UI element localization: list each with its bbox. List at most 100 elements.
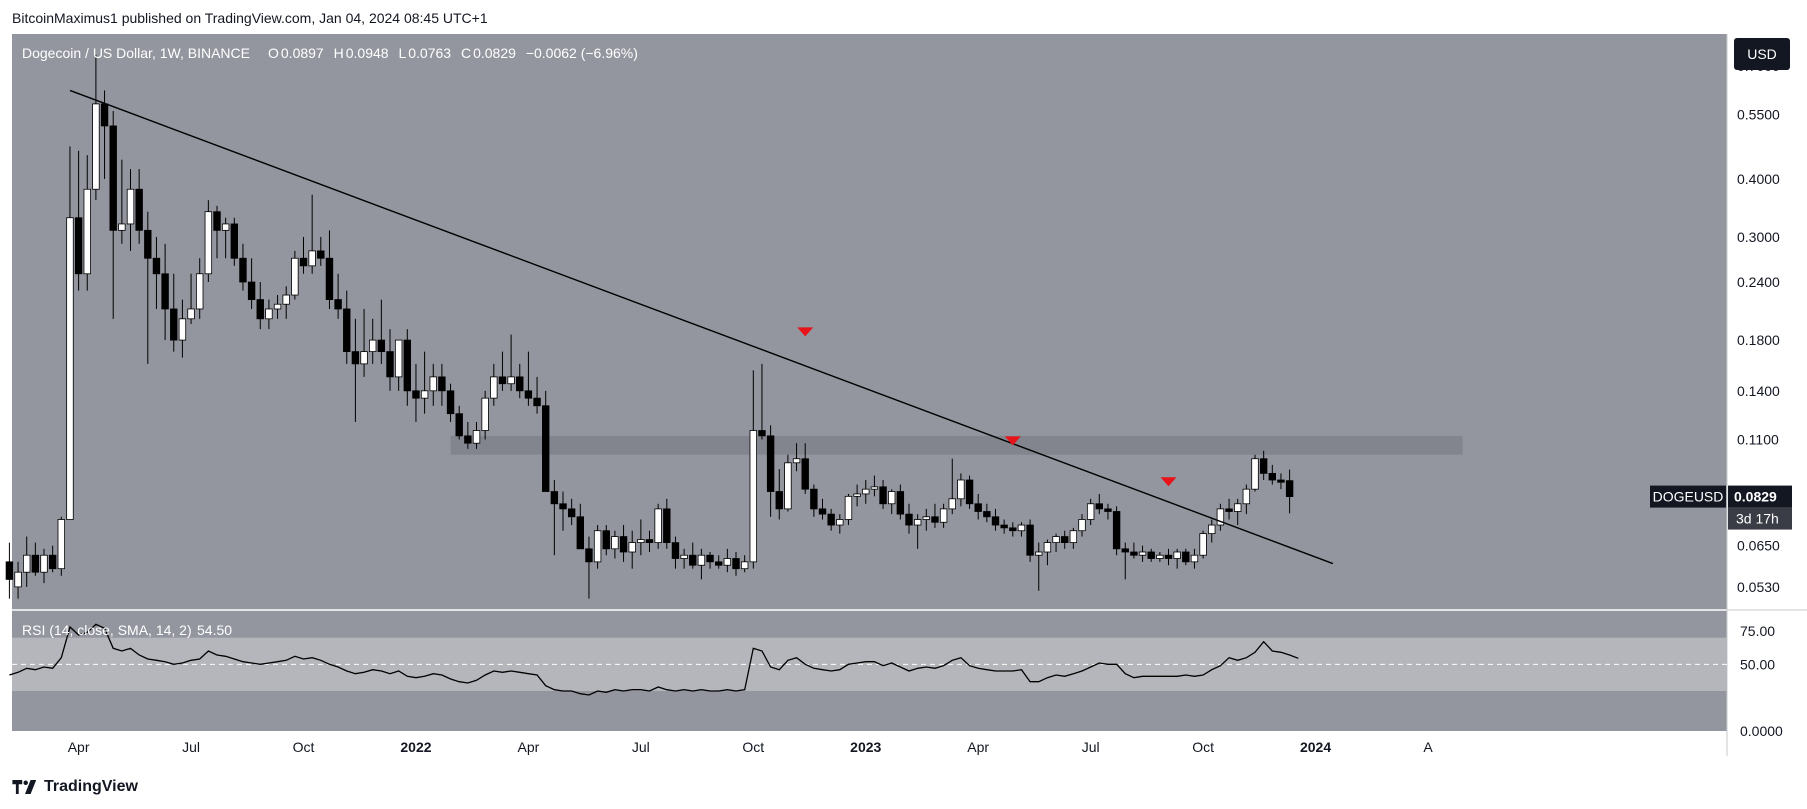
candle-body: [403, 339, 412, 392]
candle-body: [161, 273, 169, 310]
time-tick-label: Jul: [632, 739, 650, 755]
candle-body: [1268, 472, 1277, 481]
candle-body: [1121, 548, 1129, 553]
candle-body: [23, 554, 31, 573]
candle-body: [1173, 551, 1181, 559]
candle-body: [1225, 508, 1233, 512]
candle-body: [524, 390, 533, 399]
time-tick-label: 2022: [400, 739, 431, 755]
candle-body: [1078, 519, 1086, 532]
candle-body: [732, 558, 740, 570]
candle-body: [472, 430, 481, 444]
rsi-tick-label: 75.00: [1740, 623, 1775, 639]
candle-body: [1017, 524, 1026, 532]
price-tick-label: 0.2400: [1737, 274, 1780, 290]
price-pane-background: [12, 34, 1727, 609]
price-tick-label: 0.1800: [1737, 332, 1780, 348]
candle-body: [1095, 503, 1104, 510]
time-tick-label: Apr: [68, 739, 90, 755]
candle-body: [256, 299, 264, 320]
candle-body: [221, 223, 230, 231]
candle-body: [957, 479, 965, 500]
candle-body: [386, 351, 394, 378]
candle-body: [576, 516, 585, 550]
candle-body: [697, 554, 706, 566]
price-tick-label: 0.1400: [1737, 383, 1780, 399]
price-tick-label: 0.1100: [1737, 431, 1779, 447]
time-tick-label: Jul: [182, 739, 200, 755]
candle-body: [74, 217, 83, 275]
candle-body: [31, 554, 40, 573]
candle-body: [758, 430, 766, 437]
candle-body: [628, 542, 636, 553]
candle-body: [135, 188, 143, 231]
red-triangle-marker: [1160, 477, 1177, 487]
ohlc-open-value: 0.0897: [281, 45, 324, 61]
candle-body: [239, 257, 247, 283]
candle-body: [377, 339, 386, 353]
candle-body: [1234, 503, 1242, 512]
candle-body: [1112, 511, 1121, 550]
time-tick-label: Jul: [1082, 739, 1100, 755]
candle-body: [412, 390, 420, 399]
candle-body: [196, 273, 204, 310]
rsi-axis-ticks: 75.00 50.00 0.0000: [1740, 623, 1783, 739]
candle-body: [230, 223, 239, 259]
candle-body: [308, 250, 316, 267]
candle-body: [100, 103, 109, 127]
ohlc-close-key: C: [461, 45, 471, 61]
red-triangle-marker: [797, 327, 814, 337]
candle-body: [844, 495, 853, 520]
candle-body: [1164, 554, 1173, 559]
candle-body: [663, 508, 671, 544]
candle-body: [611, 536, 619, 550]
candle-body: [1069, 530, 1078, 544]
candle-body: [550, 491, 559, 505]
candle-body: [593, 530, 602, 563]
rsi-current-value: 54.50: [197, 622, 232, 638]
candle-body: [991, 516, 1000, 526]
candle-body: [1251, 458, 1259, 490]
tradingview-logo-icon: [12, 780, 37, 794]
time-tick-label: Oct: [742, 739, 764, 755]
candle-body: [1130, 551, 1138, 556]
time-tick-label: Apr: [518, 739, 540, 755]
candle-body: [1035, 551, 1043, 556]
candle-body: [965, 479, 974, 505]
time-tick-label: A: [1423, 739, 1433, 755]
candle-body: [317, 250, 325, 259]
candle-body: [507, 376, 515, 385]
time-tick-label: Oct: [293, 739, 315, 755]
candle-body: [1026, 524, 1034, 556]
candle-body: [801, 458, 809, 490]
ohlc-change: −0.0062 (−6.96%): [526, 45, 638, 61]
candle-body: [92, 103, 100, 190]
candle-body: [715, 561, 723, 566]
currency-button[interactable]: USD: [1734, 38, 1790, 70]
svg-text:O0.0897 H0.0948 L0.076: O 0.0897 H 0.0948 L 0.0763 C 0.0829 −0.0062 …: [268, 45, 638, 61]
last-price-label: 0.0829: [1734, 489, 1777, 505]
candle-body: [974, 503, 982, 512]
candle-body: [455, 413, 463, 437]
candle-body: [1061, 536, 1069, 544]
rsi-line: [9, 623, 1299, 696]
red-triangle-marker: [1004, 436, 1021, 446]
candle-body: [896, 491, 905, 515]
candle-body: [948, 498, 956, 510]
candle-body: [680, 554, 688, 559]
candle-body: [740, 561, 749, 570]
candle-body: [325, 257, 334, 300]
candle-body: [723, 558, 732, 566]
candle-body: [879, 486, 887, 505]
candle-body: [1009, 527, 1017, 532]
footer-brand[interactable]: TradingView: [12, 778, 138, 796]
candle-body: [360, 351, 368, 365]
symbol-label: DOGEUSD: [1653, 489, 1724, 505]
candle-body: [438, 376, 446, 392]
candle-body: [1182, 551, 1190, 563]
candle-body: [1104, 508, 1112, 512]
candle-body: [126, 188, 135, 225]
candle-body: [464, 435, 472, 444]
candle-body: [766, 435, 775, 492]
